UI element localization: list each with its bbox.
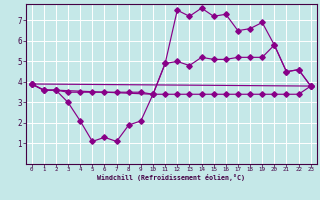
X-axis label: Windchill (Refroidissement éolien,°C): Windchill (Refroidissement éolien,°C) — [97, 174, 245, 181]
